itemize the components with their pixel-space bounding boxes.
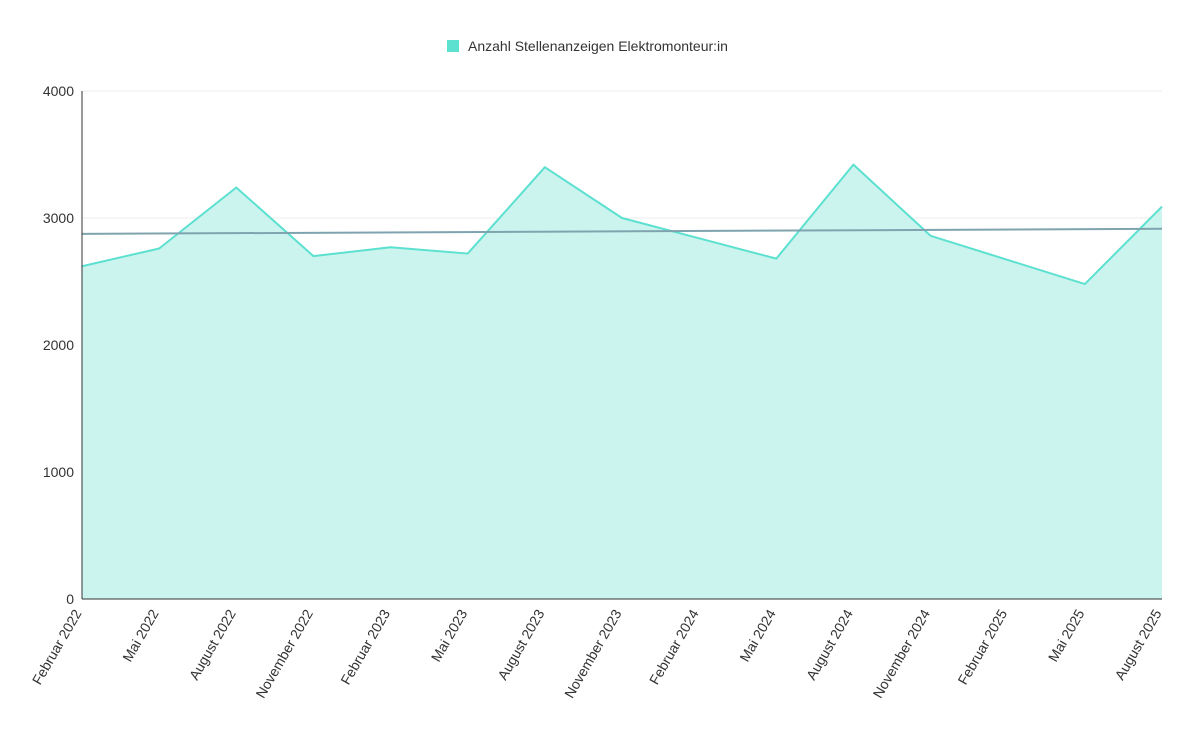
- area-fill: [82, 164, 1162, 599]
- axes: [81, 91, 1162, 600]
- y-tick-labels: 0 1000 2000 3000 4000: [43, 83, 74, 607]
- y-tick-label: 3000: [43, 210, 74, 226]
- y-tick-label: 2000: [43, 337, 74, 353]
- x-tick-label: August 2024: [803, 606, 856, 682]
- x-tick-label: August 2023: [494, 606, 547, 682]
- trend-line: [81, 227, 1163, 235]
- x-tick-labels: Februar 2022 Mai 2022 August 2022 November …: [29, 606, 1165, 700]
- x-tick-label: November 2022: [252, 606, 316, 700]
- x-tick-label: August 2025: [1111, 606, 1164, 682]
- x-tick-label: Mai 2024: [736, 606, 779, 664]
- area-layer: [81, 163, 1163, 599]
- x-tick-label: November 2024: [870, 606, 934, 700]
- x-tick-label: Februar 2023: [337, 606, 393, 687]
- x-tick-label: August 2022: [186, 606, 239, 682]
- x-tick-label: Februar 2022: [29, 606, 85, 687]
- x-tick-label: November 2023: [561, 606, 625, 700]
- y-tick-label: 0: [66, 591, 74, 607]
- legend-label[interactable]: Anzahl Stellenanzeigen Elektromonteur:in: [468, 38, 728, 54]
- x-tick-label: Mai 2023: [428, 606, 471, 664]
- x-tick-label: Februar 2024: [646, 606, 702, 687]
- y-tick-label: 4000: [43, 83, 74, 99]
- legend-swatch[interactable]: [447, 40, 459, 52]
- y-tick-label: 1000: [43, 464, 74, 480]
- series-line: [81, 163, 1163, 286]
- x-tick-label: Mai 2025: [1045, 606, 1088, 664]
- x-tick-label: Mai 2022: [119, 606, 162, 664]
- x-tick-label: Februar 2025: [954, 606, 1010, 687]
- legend[interactable]: Anzahl Stellenanzeigen Elektromonteur:in: [447, 38, 728, 54]
